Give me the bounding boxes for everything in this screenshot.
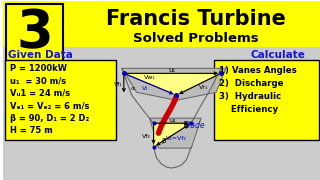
Text: 2)  Discharge: 2) Discharge: [219, 79, 284, 88]
Text: β: β: [162, 138, 166, 144]
Text: Vw₁: Vw₁: [144, 75, 156, 80]
Text: β = 90, D₁ = 2 D₂: β = 90, D₁ = 2 D₂: [10, 114, 89, 123]
Text: Francis Turbine: Francis Turbine: [106, 8, 286, 29]
Polygon shape: [150, 118, 201, 148]
FancyBboxPatch shape: [5, 60, 116, 140]
Text: Vf₂: Vf₂: [142, 134, 151, 139]
Text: Vf₁: Vf₁: [114, 82, 122, 87]
Text: 3: 3: [16, 8, 53, 59]
Text: α: α: [131, 86, 135, 91]
Text: 3)  Hydraulic: 3) Hydraulic: [219, 92, 281, 101]
Text: u₂: u₂: [169, 118, 176, 123]
Text: Vₑ₁ = Vₑ₂ = 6 m/s: Vₑ₁ = Vₑ₂ = 6 m/s: [10, 101, 89, 110]
Bar: [3, 1, 320, 48]
Text: Blade: Blade: [184, 121, 206, 130]
Bar: [6, 4, 63, 61]
Text: u₁: u₁: [169, 67, 176, 73]
Text: V₁: V₁: [142, 86, 149, 91]
Text: Given Data: Given Data: [8, 50, 73, 60]
Bar: [3, 48, 320, 180]
Text: P = 1200kW: P = 1200kW: [10, 64, 67, 73]
FancyBboxPatch shape: [214, 60, 319, 140]
Polygon shape: [154, 123, 191, 147]
Polygon shape: [124, 73, 221, 95]
Text: H = 75 m: H = 75 m: [10, 126, 53, 135]
Text: V₂=Vf₂: V₂=Vf₂: [166, 136, 187, 141]
Text: 1) Vanes Angles: 1) Vanes Angles: [219, 66, 297, 75]
Text: φ: φ: [183, 123, 188, 129]
Polygon shape: [122, 68, 226, 100]
Text: Vr₁: Vr₁: [199, 85, 209, 90]
Text: Calculate: Calculate: [251, 50, 306, 60]
Text: Efficiency: Efficiency: [219, 105, 278, 114]
Text: Vᵤ1 = 24 m/s: Vᵤ1 = 24 m/s: [10, 89, 70, 98]
Text: Solved Problems: Solved Problems: [133, 32, 259, 45]
Text: u₁  = 30 m/s: u₁ = 30 m/s: [10, 76, 66, 85]
